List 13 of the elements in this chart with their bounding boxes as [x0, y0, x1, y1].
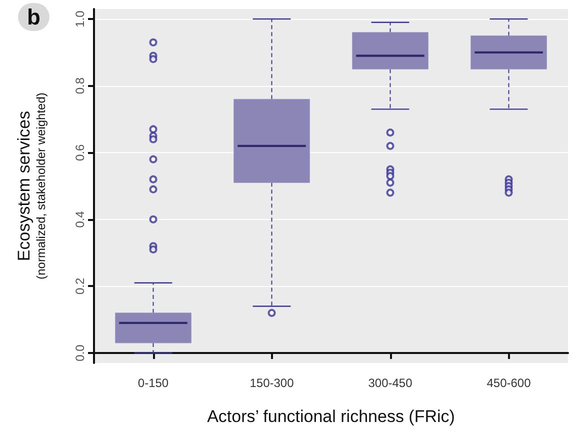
- x-tick-label: 450-600: [486, 376, 532, 390]
- x-tick-label: 0-150: [138, 376, 169, 390]
- x-tick-label: 150-300: [250, 376, 294, 390]
- y-tick-label: 1.0: [73, 10, 87, 28]
- y-tick-label: 0.2: [73, 278, 87, 295]
- y-tick-label: 0.4: [73, 210, 87, 228]
- text: b: [27, 4, 40, 30]
- y-axis-title: Ecosystem services (normalized, stakeholder weighted): [14, 92, 48, 280]
- y-tick-label: 0.0: [73, 344, 87, 362]
- x-tick-label: 300-450: [368, 376, 413, 390]
- y-tick-label: 0.8: [73, 77, 87, 94]
- x-axis-title: Actors’ functional richness (FRic): [207, 407, 455, 426]
- y-tick-label: 0.6: [73, 144, 87, 161]
